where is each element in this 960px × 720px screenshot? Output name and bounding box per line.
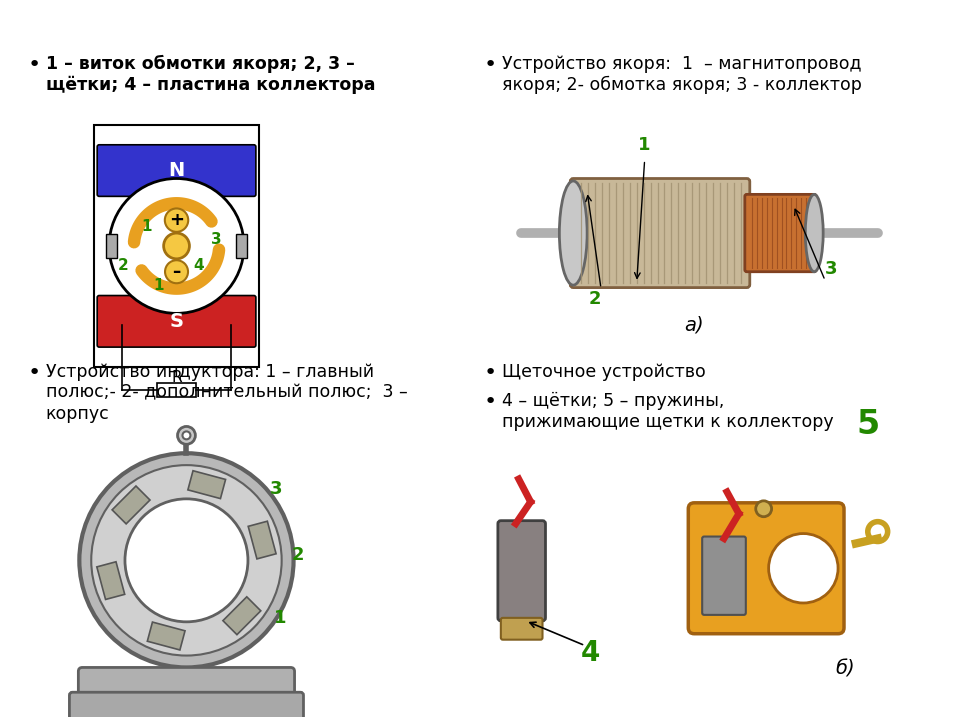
- Polygon shape: [147, 622, 185, 650]
- Text: 1: 1: [638, 136, 651, 154]
- Text: +: +: [169, 211, 184, 229]
- FancyBboxPatch shape: [570, 179, 750, 287]
- Text: 1: 1: [154, 278, 164, 293]
- Text: S: S: [170, 312, 183, 330]
- Text: 1 – виток обмотки якоря; 2, 3 –
щётки; 4 – пластина коллектора: 1 – виток обмотки якоря; 2, 3 – щётки; 4…: [46, 55, 375, 94]
- Text: •: •: [28, 55, 41, 75]
- Text: 4: 4: [193, 258, 204, 274]
- FancyBboxPatch shape: [498, 521, 545, 621]
- FancyBboxPatch shape: [79, 667, 295, 703]
- Circle shape: [182, 431, 190, 439]
- Text: •: •: [484, 363, 497, 383]
- Text: 3: 3: [825, 260, 837, 278]
- FancyBboxPatch shape: [688, 503, 844, 634]
- Text: Устройство якоря:  1  – магнитопровод
якоря; 2- обмотка якоря; 3 - коллектор: Устройство якоря: 1 – магнитопровод якор…: [502, 55, 862, 94]
- Circle shape: [80, 453, 294, 667]
- Circle shape: [769, 534, 838, 603]
- Circle shape: [125, 499, 248, 622]
- Bar: [107, 234, 117, 258]
- Circle shape: [91, 465, 281, 655]
- Polygon shape: [249, 521, 276, 559]
- Text: •: •: [28, 363, 41, 383]
- Text: 2: 2: [588, 289, 601, 307]
- Bar: [236, 234, 247, 258]
- Text: 2: 2: [118, 258, 129, 274]
- Circle shape: [756, 501, 772, 517]
- Text: 3: 3: [211, 233, 222, 248]
- Text: 2: 2: [291, 546, 303, 564]
- FancyBboxPatch shape: [702, 536, 746, 615]
- FancyBboxPatch shape: [745, 194, 816, 271]
- Ellipse shape: [805, 194, 823, 271]
- FancyBboxPatch shape: [97, 145, 256, 197]
- Text: •: •: [484, 55, 497, 75]
- Circle shape: [163, 233, 189, 258]
- Text: N: N: [168, 161, 184, 180]
- Text: Щеточное устройство: Щеточное устройство: [502, 363, 706, 381]
- Text: 1: 1: [275, 609, 287, 627]
- FancyBboxPatch shape: [69, 692, 303, 720]
- Ellipse shape: [560, 181, 588, 285]
- Polygon shape: [223, 597, 261, 634]
- Circle shape: [109, 179, 244, 313]
- Polygon shape: [112, 486, 150, 524]
- Text: 4 – щётки; 5 – пружины,
прижимающие щетки к коллектору: 4 – щётки; 5 – пружины, прижимающие щетк…: [502, 392, 833, 431]
- Polygon shape: [188, 471, 226, 499]
- Text: а): а): [684, 316, 704, 335]
- Bar: [156, 383, 197, 397]
- Text: •: •: [484, 392, 497, 412]
- FancyBboxPatch shape: [501, 618, 542, 639]
- Text: 1: 1: [141, 219, 152, 233]
- Text: 5: 5: [856, 408, 879, 441]
- Text: 3: 3: [270, 480, 282, 498]
- Circle shape: [178, 426, 196, 444]
- Text: Устройство индуктора: 1 – главный
полюс;- 2- дополнительный полюс;  3 –
корпус: Устройство индуктора: 1 – главный полюс;…: [46, 363, 407, 423]
- Text: 4: 4: [581, 639, 600, 667]
- FancyBboxPatch shape: [97, 295, 256, 347]
- Text: –: –: [173, 263, 180, 281]
- Polygon shape: [97, 562, 125, 600]
- Bar: [94, 125, 259, 367]
- Text: R: R: [171, 370, 181, 385]
- Text: б): б): [835, 660, 854, 679]
